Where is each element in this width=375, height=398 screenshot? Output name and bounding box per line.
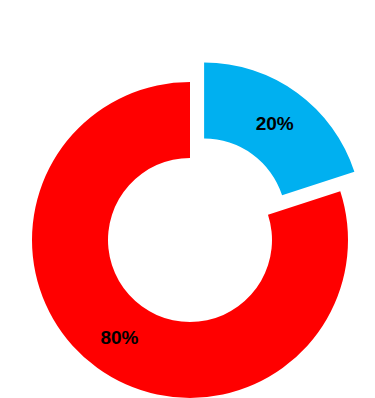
- slice: [32, 82, 348, 398]
- slices: [32, 63, 354, 398]
- chart: 20% 80%: [0, 0, 375, 398]
- background: [0, 0, 375, 398]
- data-label: 20%: [256, 113, 294, 134]
- data-label: 80%: [100, 327, 138, 348]
- data-labels: 20% 80%: [100, 113, 293, 348]
- slice: [204, 63, 354, 196]
